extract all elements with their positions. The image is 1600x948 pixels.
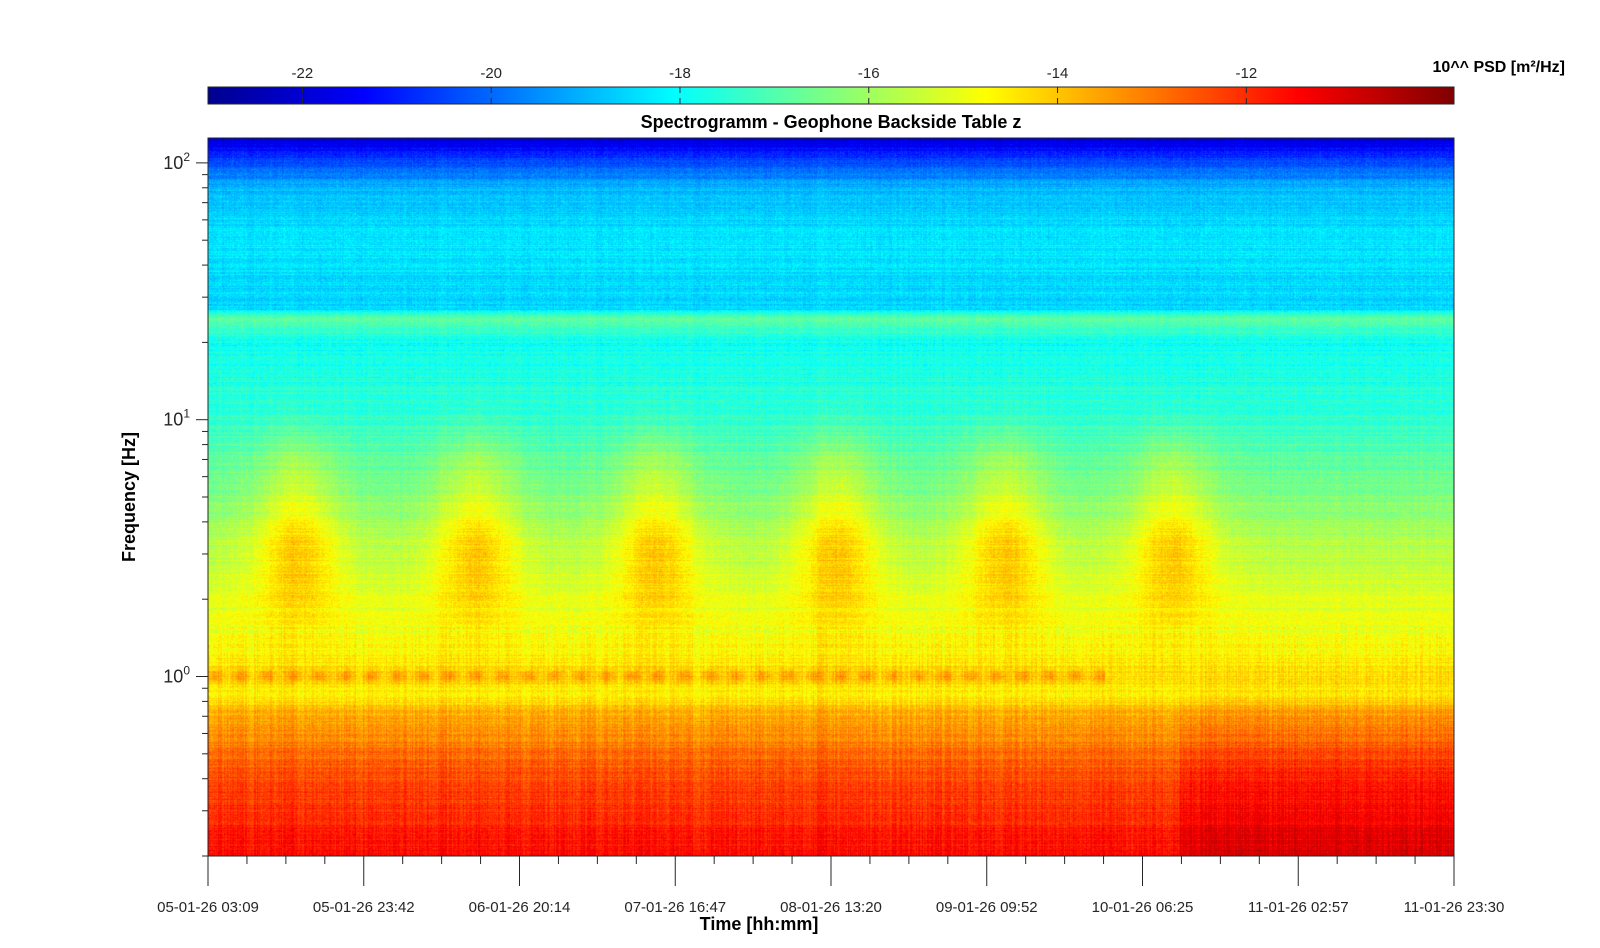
colorbar-ticks: -22 -20 -18 -16 -14 -12 [292,65,1257,104]
colorbar-tick-label: -22 [292,65,314,82]
x-tick-label: 11-01-26 23:30 [1404,899,1505,916]
x-tick-label: 05-01-26 23:42 [313,899,415,916]
colorbar: -22 -20 -18 -16 -14 -12 10^^ PSD [m²/Hz] [207,59,1565,105]
chart-title: Spectrogramm - Geophone Backside Table z [641,112,1022,132]
x-tick-label: 06-01-26 20:14 [469,899,571,916]
plot-area [207,137,1455,857]
x-tick-label: 10-01-26 06:25 [1092,899,1194,916]
x-tick-label: 09-01-26 09:52 [936,899,1038,916]
y-tick-label: 101 [163,407,190,430]
colorbar-frame [207,86,1455,105]
y-tick-label: 102 [163,150,190,173]
colorbar-label: 10^^ PSD [m²/Hz] [1433,59,1565,76]
y-tick-label: 100 [163,664,190,687]
x-tick-label: 11-01-26 02:57 [1248,899,1349,916]
colorbar-tick-label: -20 [480,65,502,82]
colorbar-tick-label: -18 [669,65,691,82]
x-tick-label: 05-01-26 03:09 [157,899,259,916]
colorbar-tick-label: -12 [1235,65,1257,82]
colorbar-tick-label: -16 [858,65,880,82]
x-axis: 05-01-26 03:09 05-01-26 23:42 06-01-26 20:… [157,855,1505,916]
x-tick-label: 08-01-26 13:20 [780,899,882,916]
x-tick-label: 07-01-26 16:47 [624,899,726,916]
colorbar-gradient [208,87,1454,104]
colorbar-tick-label: -14 [1047,65,1069,82]
spectrogram-heatmap [208,138,1454,856]
y-axis: 100 101 102 [163,138,209,857]
y-axis-label: Frequency [Hz] [119,432,139,562]
x-axis-label: Time [hh:mm] [700,914,819,934]
